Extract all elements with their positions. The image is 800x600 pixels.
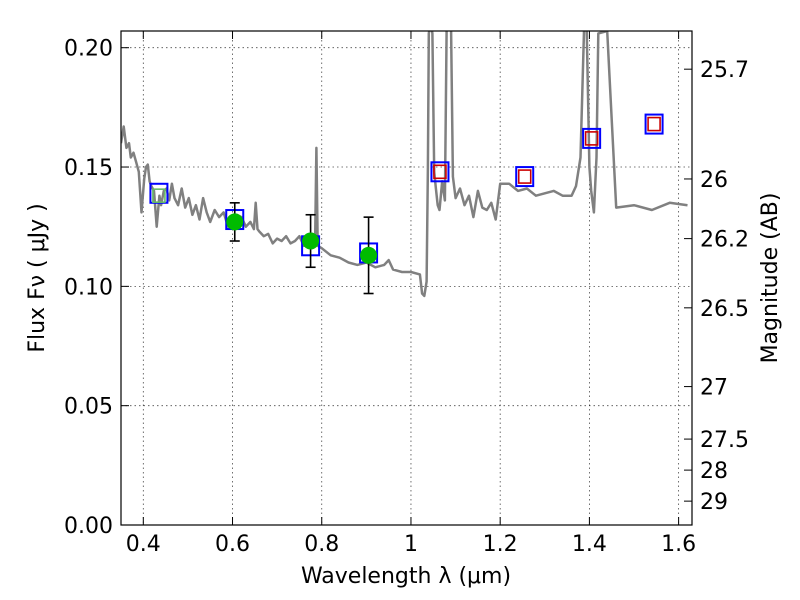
small-square-marker	[647, 116, 661, 132]
x-tick-label: 1.2	[483, 532, 518, 557]
y-tick-label: 0.10	[64, 275, 113, 300]
x-tick-label: 0.4	[126, 532, 161, 557]
green-circle-marker	[226, 213, 244, 231]
blue-square-marker	[582, 127, 602, 149]
small-square-marker	[584, 131, 599, 146]
x-tick-label: 1	[404, 532, 418, 557]
green-circle-marker	[360, 246, 378, 264]
plot-frame	[120, 30, 693, 526]
right-tick-label: 26	[700, 168, 728, 193]
blue-square-marker	[430, 161, 450, 183]
y-tick-label: 0.05	[64, 395, 113, 420]
x-tick-label: 1.4	[572, 532, 607, 557]
green-circle-marker	[302, 232, 320, 250]
blue-square-marker	[515, 166, 535, 188]
y-tick-label: 0.20	[64, 37, 113, 62]
right-tick-label: 26.2	[700, 228, 749, 253]
x-tick-label: 1.6	[661, 532, 696, 557]
small-square-marker	[152, 188, 166, 203]
right-tick-label: 27.5	[700, 428, 749, 453]
right-tick-label: 26.5	[700, 297, 749, 322]
y-tick-label: 0.15	[64, 156, 113, 181]
axis-ticks: 0.4 0.6 0.8 1 1.2 1.4 1.6 0.00 0.05 0.10 0.15 0.20 2…	[64, 31, 749, 557]
x-tick-label: 0.6	[215, 532, 250, 557]
right-axis-label: Magnitude (AB)	[758, 193, 783, 364]
x-tick-label: 0.8	[304, 532, 339, 557]
plot-background	[121, 31, 692, 525]
blue-square-marker	[644, 113, 664, 135]
x-axis-label: Wavelength λ (μm)	[301, 564, 511, 589]
small-square-marker	[517, 169, 532, 184]
y-axis-label: Flux Fν ( μJy )	[25, 203, 50, 352]
right-tick-label: 25.7	[700, 58, 749, 83]
y-tick-label: 0.00	[64, 514, 113, 539]
small-square-marker	[433, 164, 447, 180]
right-tick-label: 29	[700, 490, 728, 515]
right-tick-label: 27	[700, 376, 728, 401]
data-markers	[149, 113, 664, 295]
model-spectrum-line	[121, 31, 688, 298]
right-tick-label: 28	[700, 459, 728, 484]
